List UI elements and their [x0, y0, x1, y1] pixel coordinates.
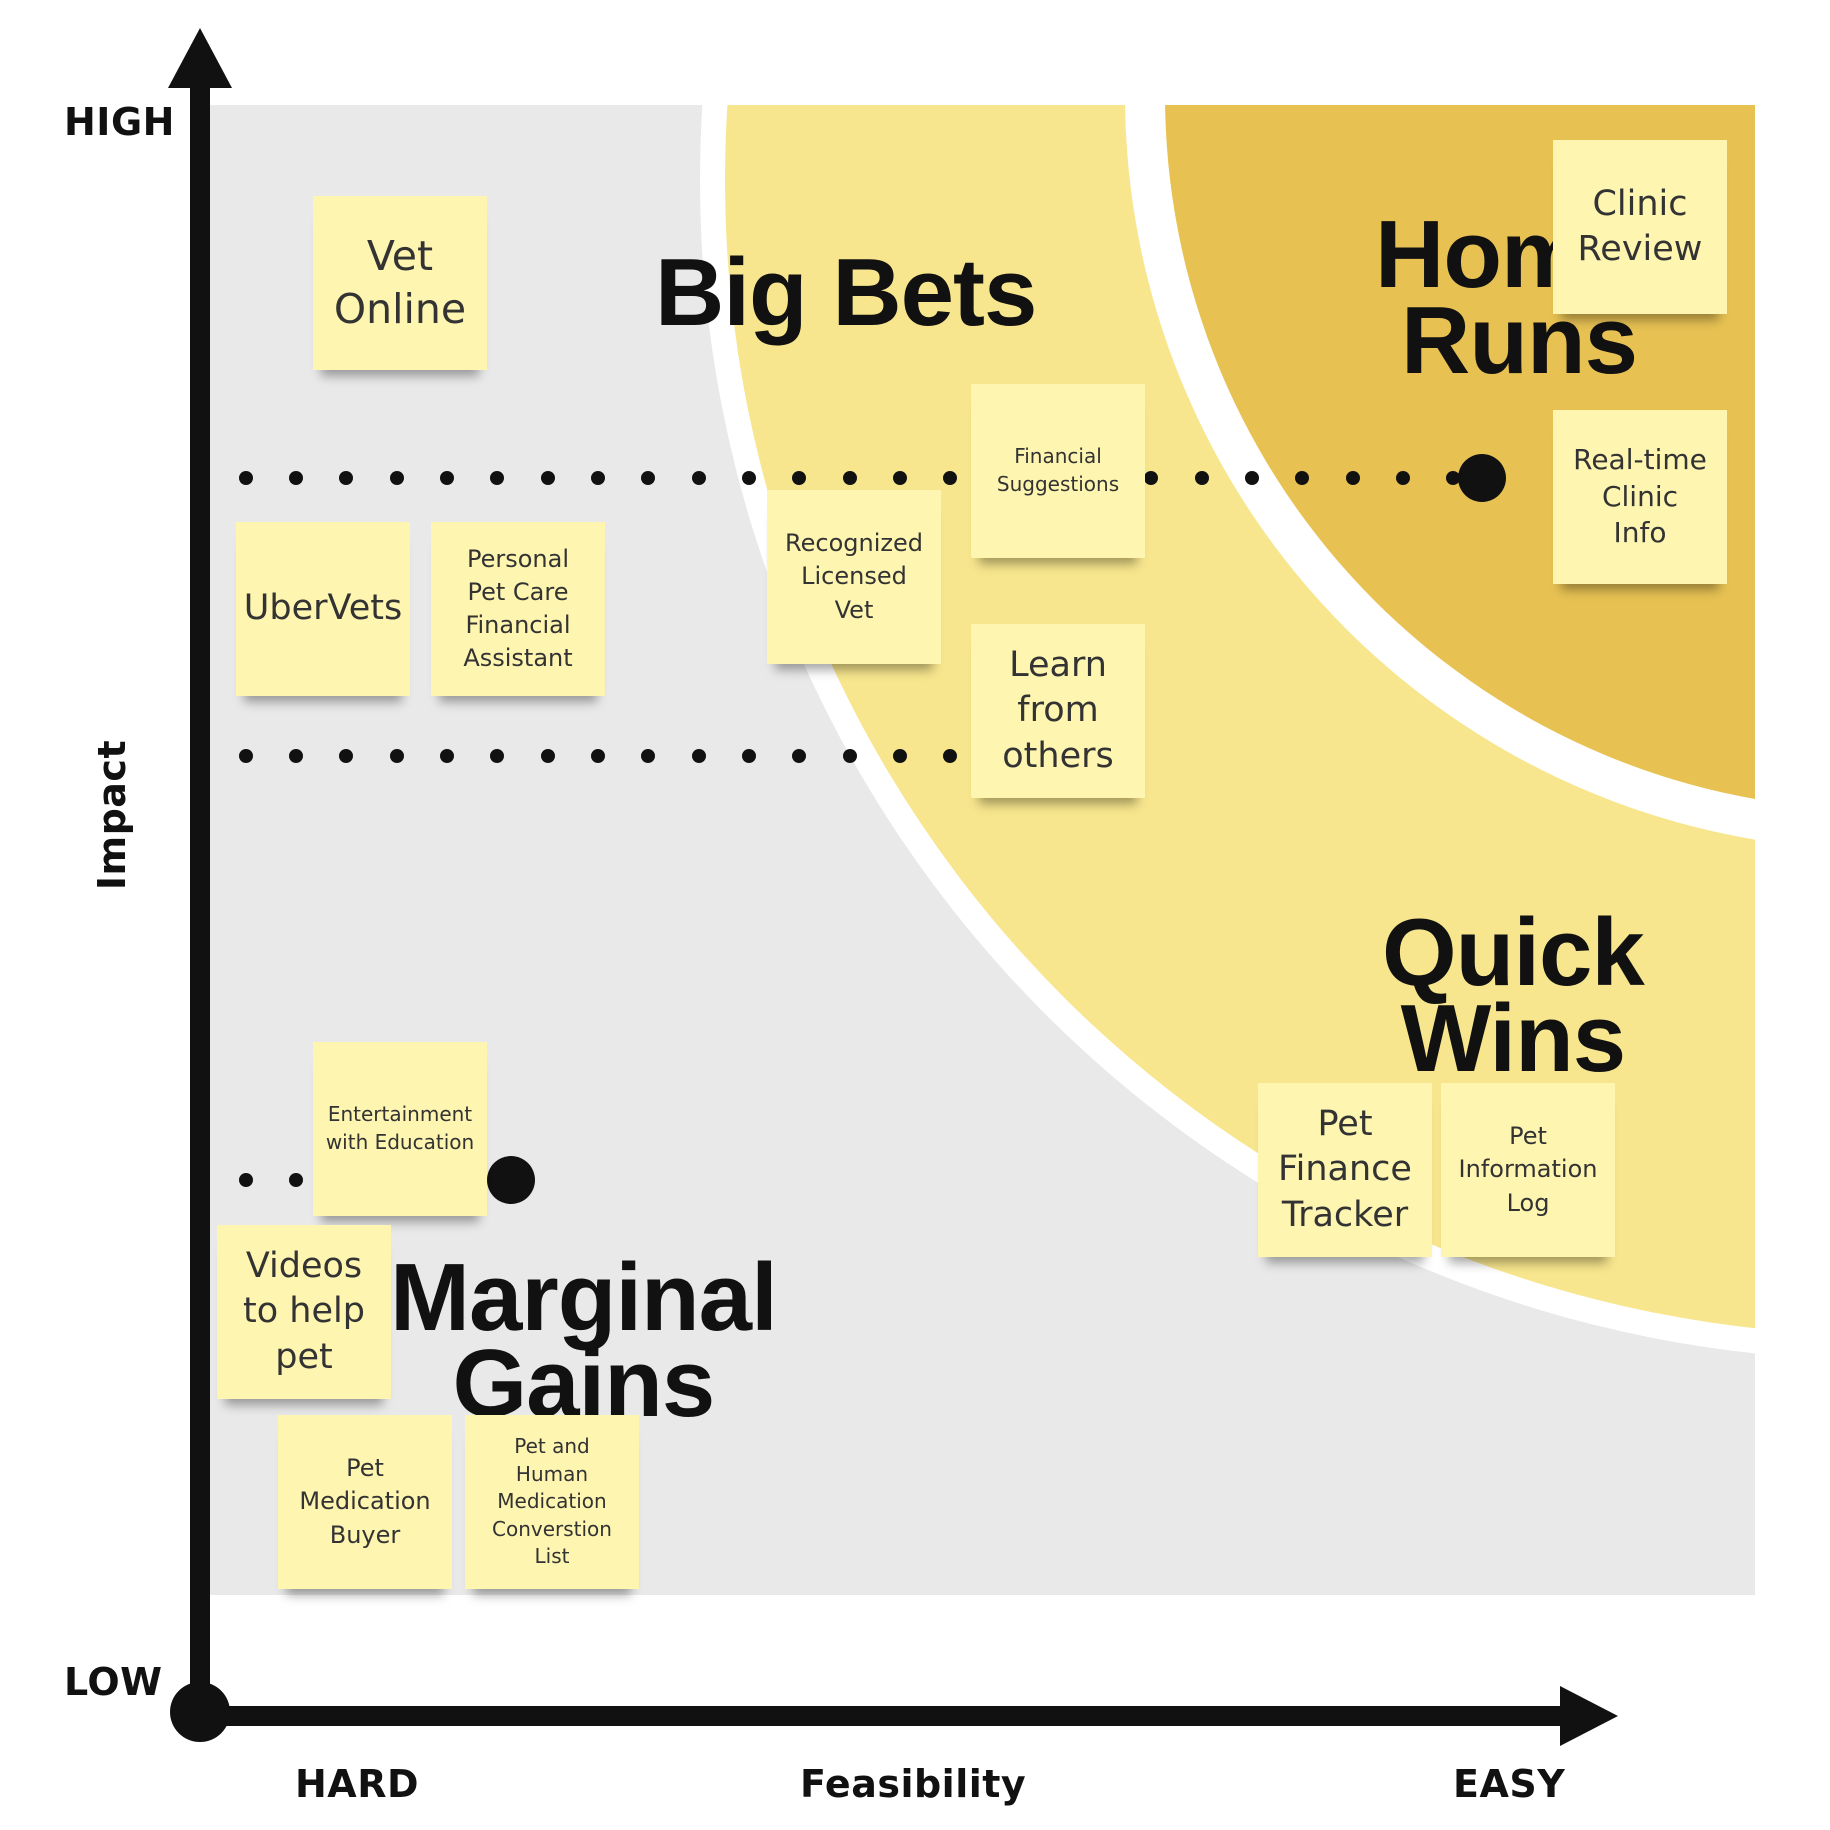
y-axis-high-label: HIGH	[64, 100, 175, 144]
marginal-gains-title: Marginal Gains	[390, 1244, 778, 1438]
sticky-vet-online[interactable]: Vet Online	[313, 196, 487, 370]
home-runs-title-line1: Hom	[1375, 201, 1586, 308]
sticky-text: Pet Information Log	[1458, 1122, 1598, 1217]
sticky-pet-human-medication[interactable]: Pet and Human Medication Converstion Lis…	[465, 1415, 639, 1589]
sticky-text: Vet Online	[333, 231, 467, 333]
sticky-pet-medication-buyer[interactable]: Pet Medication Buyer	[278, 1415, 452, 1589]
sticky-text: Financial Suggestions	[996, 444, 1120, 496]
sticky-text: Entertainment with Education	[325, 1102, 475, 1154]
dotted-line-top	[239, 471, 1460, 485]
sticky-text: Personal Pet Care Financial Assistant	[463, 544, 573, 673]
sticky-learn-from-others[interactable]: Learn from others	[971, 624, 1145, 798]
sticky-text: Pet and Human Medication Converstion Lis…	[492, 1434, 612, 1569]
sticky-financial-suggestions[interactable]: Financial Suggestions	[971, 384, 1145, 558]
y-axis-title: Impact	[90, 739, 134, 891]
x-axis-easy-label: EASY	[1453, 1762, 1566, 1806]
sticky-videos-help-pet[interactable]: Videos to help pet	[217, 1225, 391, 1399]
sticky-text: Clinic Review	[1577, 183, 1703, 270]
sticky-pet-finance-tracker[interactable]: Pet Finance Tracker	[1258, 1083, 1432, 1257]
big-bets-title: Big Bets	[655, 239, 1037, 346]
quick-wins-title: Quick Wins	[1382, 899, 1645, 1093]
sticky-text: Videos to help pet	[243, 1245, 365, 1377]
dotted-line-bottom	[239, 1173, 303, 1187]
sticky-text: Real-time Clinic Info	[1573, 443, 1707, 550]
sticky-text: Pet Finance Tracker	[1278, 1103, 1412, 1235]
axis-origin	[170, 1682, 230, 1742]
sticky-ubervets[interactable]: UberVets	[236, 522, 410, 696]
x-axis-title: Feasibility	[800, 1762, 1027, 1806]
x-axis	[200, 1686, 1618, 1746]
sticky-text: UberVets	[243, 588, 403, 629]
dotted-line-middle	[239, 749, 957, 763]
sticky-personal-pet-care[interactable]: Personal Pet Care Financial Assistant	[431, 522, 605, 696]
y-axis	[168, 28, 232, 1710]
sticky-entertainment-education[interactable]: Entertainment with Education	[313, 1042, 487, 1216]
marginal-gains-marker	[487, 1156, 535, 1204]
sticky-recognized-vet[interactable]: Recognized Licensed Vet	[767, 490, 941, 664]
sticky-realtime-clinic-info[interactable]: Real-time Clinic Info	[1553, 410, 1727, 584]
sticky-clinic-review[interactable]: Clinic Review	[1553, 140, 1727, 314]
sticky-text: Recognized Licensed Vet	[785, 529, 923, 624]
y-axis-low-label: LOW	[64, 1660, 163, 1704]
sticky-pet-information-log[interactable]: Pet Information Log	[1441, 1083, 1615, 1257]
x-axis-hard-label: HARD	[295, 1762, 420, 1806]
home-runs-marker	[1458, 454, 1506, 502]
sticky-text: Learn from others	[1002, 644, 1114, 776]
sticky-text: Pet Medication Buyer	[299, 1454, 431, 1549]
